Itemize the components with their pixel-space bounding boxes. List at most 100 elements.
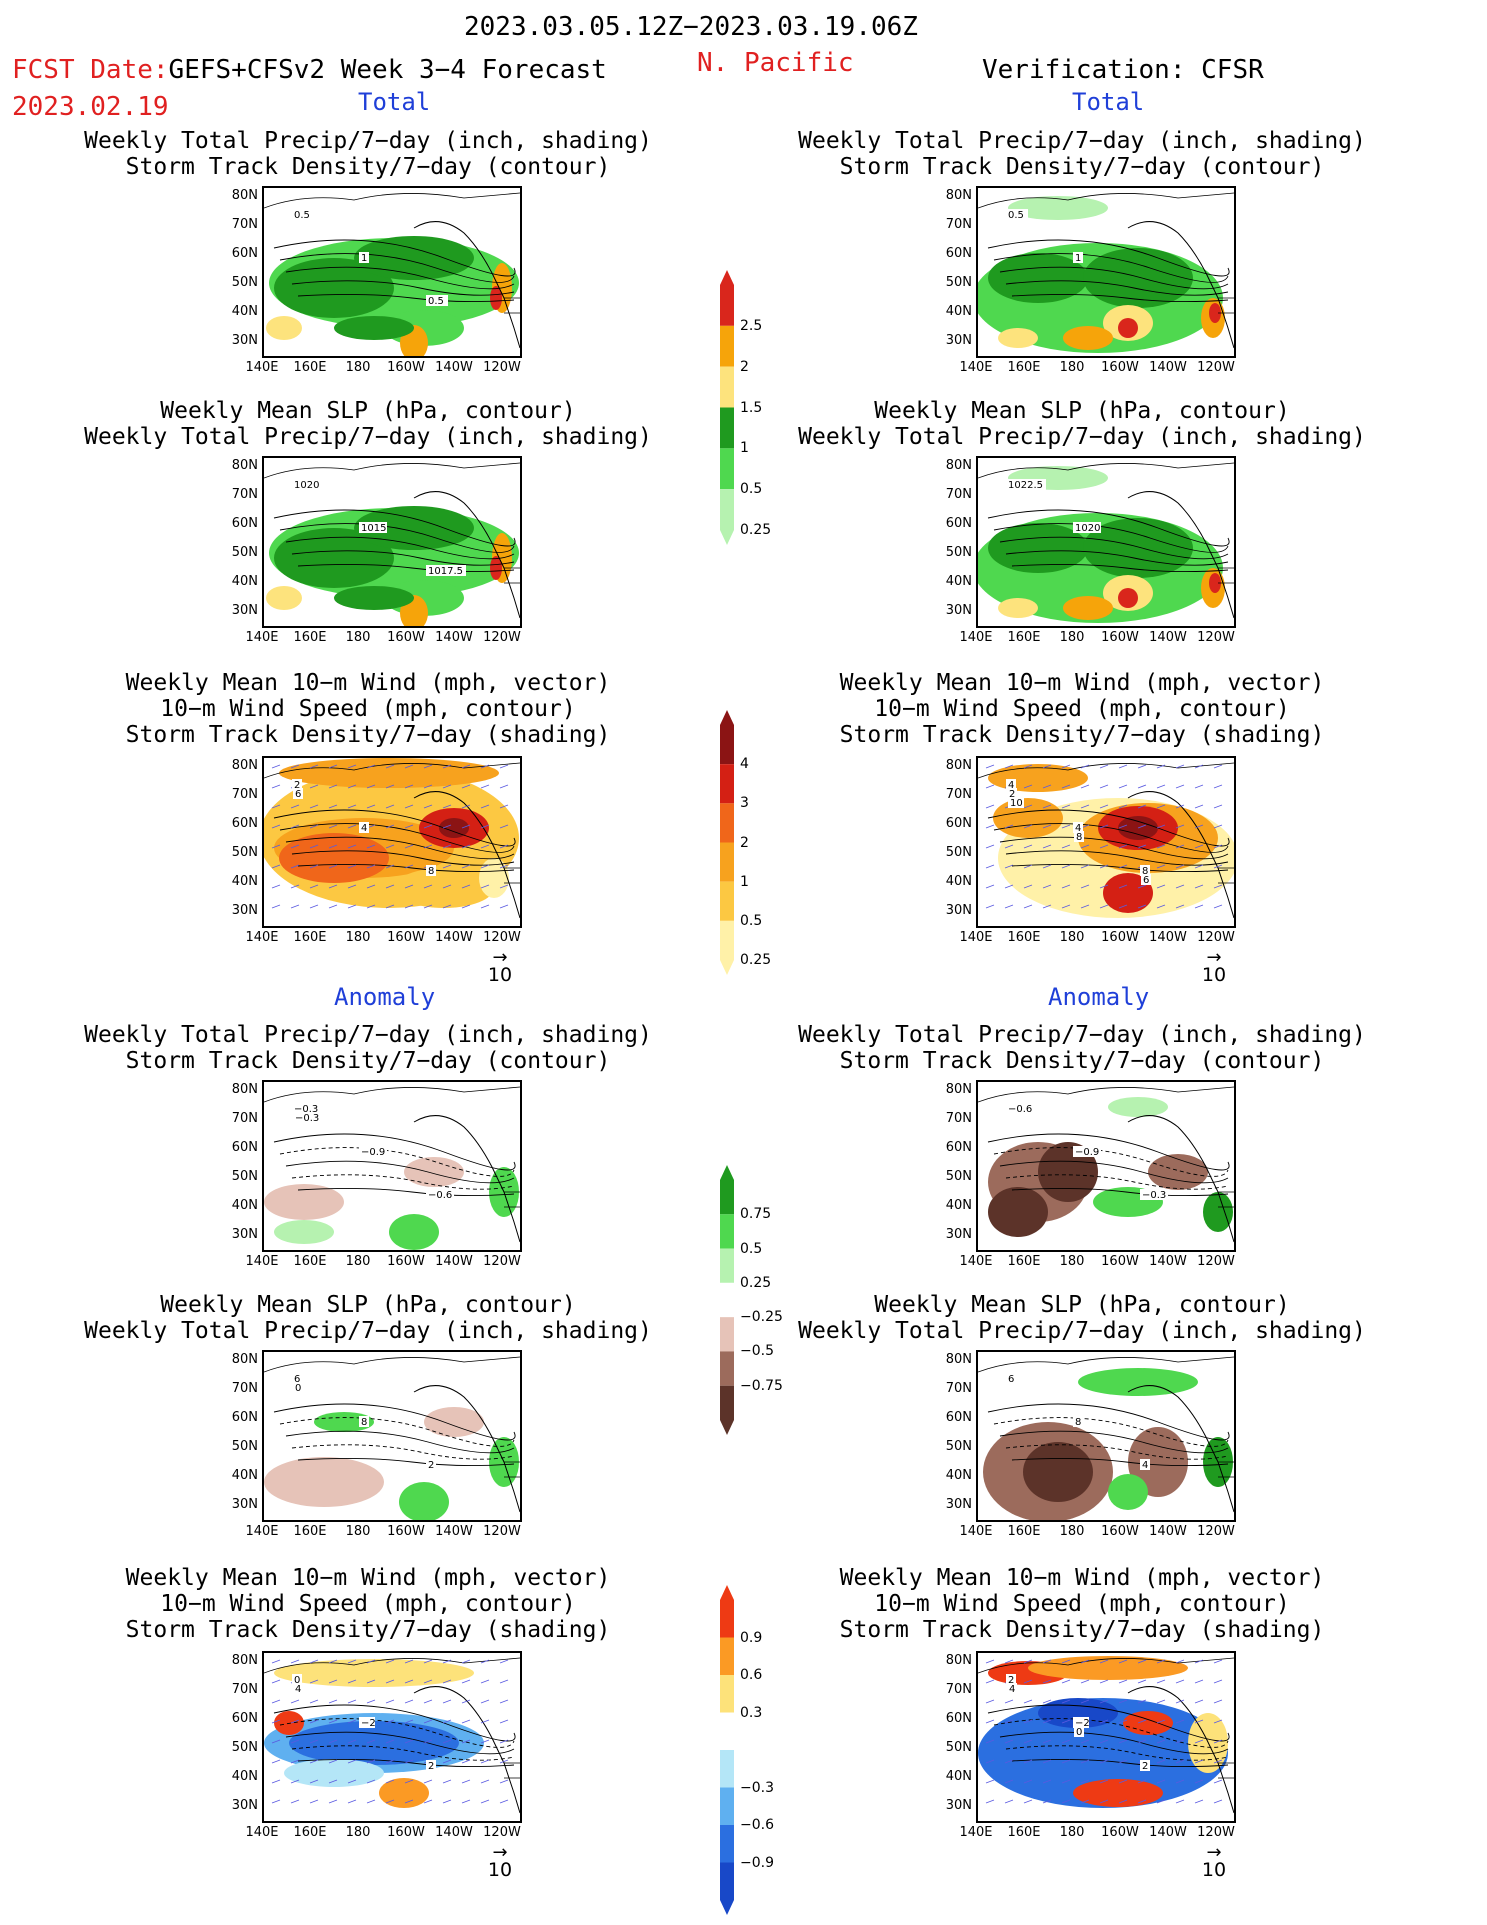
lon-label: 180 xyxy=(345,1825,371,1840)
colorbar-precip-anom-swatch xyxy=(720,1385,734,1420)
coastline xyxy=(264,462,520,479)
lat-label: 30N xyxy=(231,603,258,618)
wind-vector xyxy=(366,864,376,869)
wind-vector xyxy=(1118,784,1128,789)
map-5-shade-1 xyxy=(279,758,499,788)
colorbar-precip-total-label: 1 xyxy=(740,440,749,457)
contour-line xyxy=(1011,1457,1229,1467)
wind-vector xyxy=(442,1799,452,1804)
wind-vector xyxy=(1061,1779,1071,1784)
panel-title-5: Weekly Mean 10−m Wind (mph, vector) 10−m … xyxy=(125,670,611,748)
wind-vector xyxy=(1194,784,1204,789)
wind-vector xyxy=(1061,844,1071,849)
contour-line xyxy=(273,509,516,547)
colorbar-precip-anom-swatch xyxy=(720,1317,734,1352)
wind-vector xyxy=(290,1759,300,1764)
wind-vector xyxy=(499,844,509,849)
wind-vector xyxy=(1213,864,1223,869)
lat-label: 30N xyxy=(945,903,972,918)
wind-vector xyxy=(404,844,414,849)
wind-vector xyxy=(480,1719,490,1724)
contour-label-bg xyxy=(359,252,369,263)
wind-vector xyxy=(347,1799,357,1804)
lat-label: 80N xyxy=(945,1352,972,1367)
contour-label-bg xyxy=(1006,779,1016,790)
wind-vector xyxy=(1213,1759,1223,1764)
wind-vector xyxy=(328,764,338,769)
wind-vector xyxy=(1156,1679,1166,1684)
wind-vector xyxy=(1042,824,1052,829)
contour-label: 4 xyxy=(1075,823,1081,834)
contour-label-bg xyxy=(292,1103,320,1114)
lat-label: 60N xyxy=(945,1410,972,1425)
map-1-shade-4 xyxy=(266,316,302,340)
colorbar-precip-anom-label: 0.5 xyxy=(740,1240,763,1257)
wind-vector xyxy=(461,764,471,769)
wind-vector xyxy=(985,904,995,909)
contour-label-bg xyxy=(1074,831,1084,842)
lon-label: 140W xyxy=(1149,930,1187,945)
contour-line xyxy=(291,280,515,296)
colorbar-precip-anom-label: 0.25 xyxy=(740,1274,772,1291)
wind-vector xyxy=(1137,844,1147,849)
contour-line xyxy=(273,809,516,847)
wind-vector xyxy=(442,1699,452,1704)
wind-vector xyxy=(461,1679,471,1684)
wind-vector xyxy=(1118,1799,1128,1804)
wind-vector xyxy=(290,1779,300,1784)
wind-vector xyxy=(480,784,490,789)
colorbar-precip-total-top-triangle xyxy=(720,270,734,285)
wind-vector xyxy=(1042,1779,1052,1784)
map-4-shade-2 xyxy=(988,523,1088,573)
vector-arrow-icon: → xyxy=(1206,947,1222,968)
wind-vector xyxy=(1118,864,1128,869)
wind-vector xyxy=(1004,844,1014,849)
wind-vector xyxy=(1156,1759,1166,1764)
contour-label-bg xyxy=(426,1459,436,1470)
wind-vector xyxy=(347,764,357,769)
wind-vector xyxy=(1156,884,1166,889)
border-lines xyxy=(1218,1461,1234,1478)
contour-line xyxy=(1005,550,1229,566)
wind-vector xyxy=(442,844,452,849)
contour-label: −0.3 xyxy=(295,1113,319,1124)
vector-reference-value: 10 xyxy=(1201,964,1227,986)
contour-label: 1022.5 xyxy=(1008,480,1043,491)
lat-label: 40N xyxy=(231,1198,258,1213)
colorbar-storm-anom-swatch xyxy=(720,1712,734,1750)
map-12-shade-4 xyxy=(1073,1779,1163,1807)
wind-vector xyxy=(1118,1739,1128,1744)
wind-vector xyxy=(1042,784,1052,789)
wind-vector xyxy=(1023,1679,1033,1684)
wind-vector xyxy=(1061,764,1071,769)
colorbar-storm-anom-label: −0.3 xyxy=(740,1779,774,1796)
contour-line xyxy=(1005,1444,1229,1460)
map-12-shade-2 xyxy=(1028,1656,1188,1680)
coastline xyxy=(1127,1686,1234,1814)
contour-label: −2 xyxy=(361,1718,376,1729)
contour-line xyxy=(285,1430,515,1454)
wind-vector xyxy=(1023,1699,1033,1704)
lon-label: 180 xyxy=(1059,1254,1085,1269)
wind-vector xyxy=(442,884,452,889)
coastline xyxy=(1127,221,1234,349)
wind-vector xyxy=(290,864,300,869)
lat-label: 50N xyxy=(945,1439,972,1454)
contour-label: 8 xyxy=(361,1417,367,1428)
wind-vector xyxy=(1137,1719,1147,1724)
lon-label: 140E xyxy=(245,630,279,645)
lat-label: 50N xyxy=(231,1439,258,1454)
contour-line xyxy=(999,1160,1229,1184)
contour-line xyxy=(297,293,515,303)
wind-vector xyxy=(1194,904,1204,909)
wind-vector xyxy=(328,1679,338,1684)
wind-vector xyxy=(1137,1799,1147,1804)
wind-vector xyxy=(1023,1719,1033,1724)
lat-label: 60N xyxy=(945,1140,972,1155)
coastline xyxy=(978,192,1234,209)
contour-line xyxy=(279,1718,515,1748)
lat-label: 70N xyxy=(231,217,258,232)
wind-vector xyxy=(442,1679,452,1684)
wind-vector xyxy=(1080,864,1090,869)
contour-line xyxy=(987,239,1230,277)
